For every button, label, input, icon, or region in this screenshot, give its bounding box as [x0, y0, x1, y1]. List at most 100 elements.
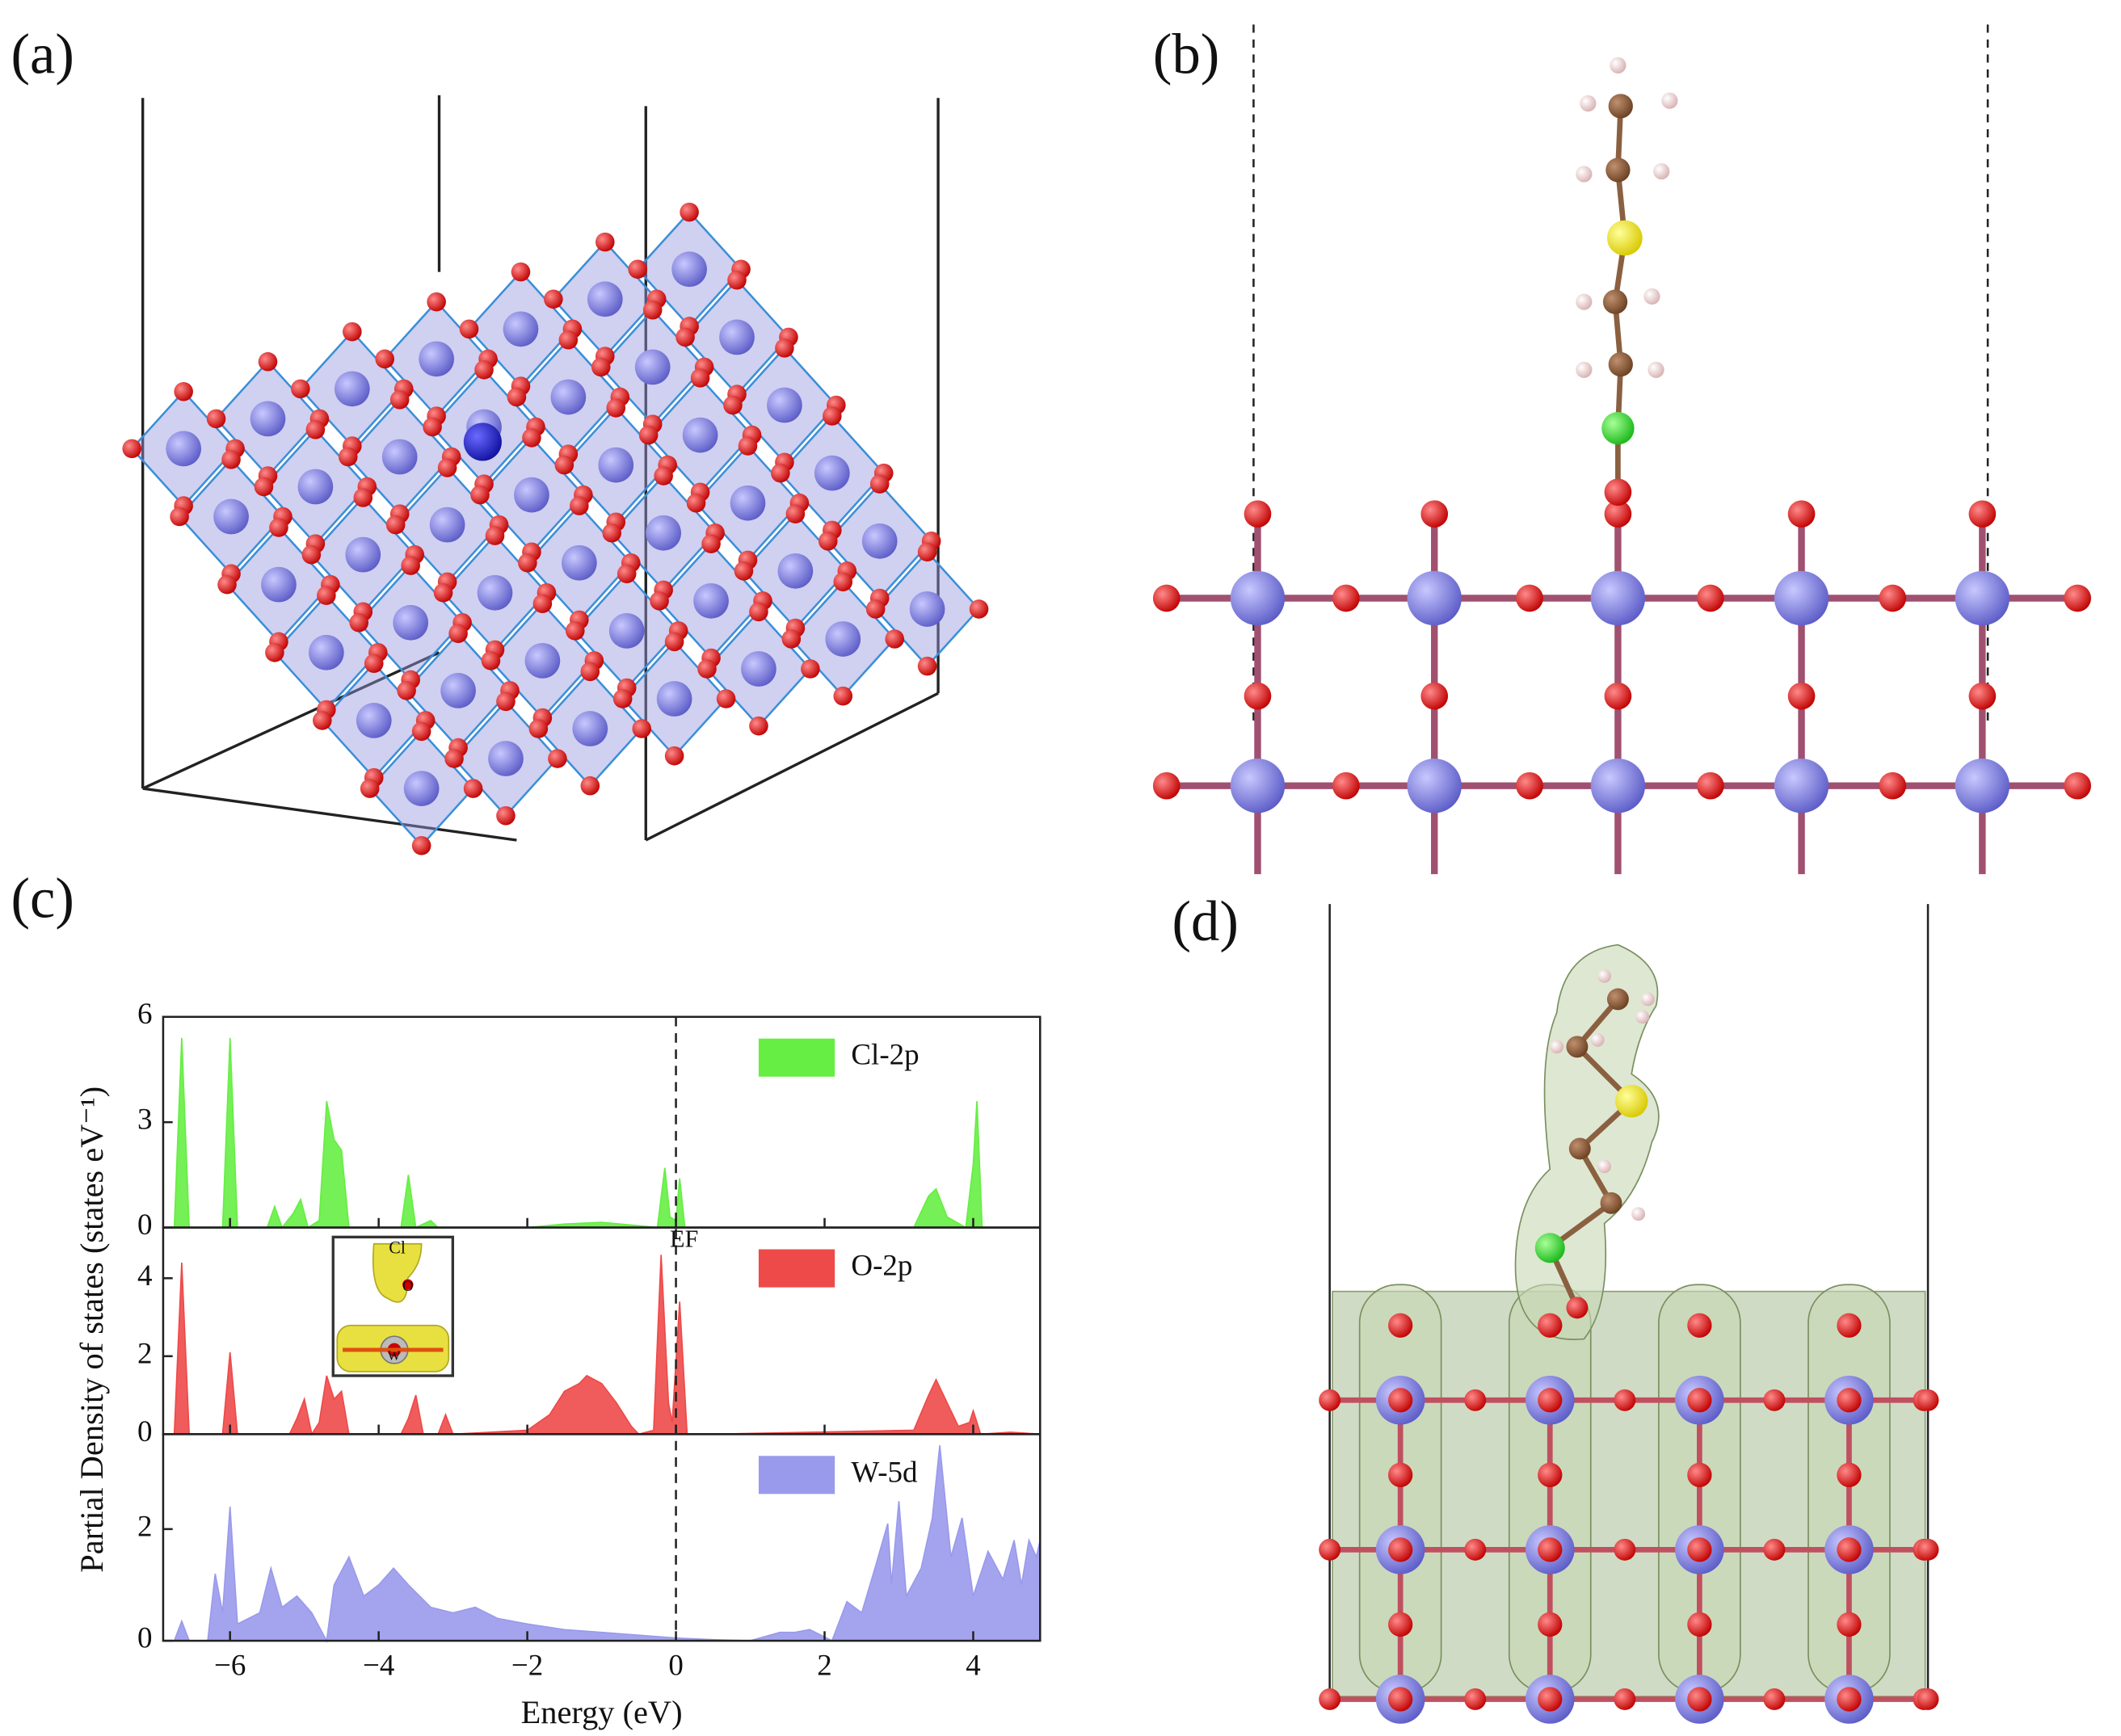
axes-frame [162, 1433, 1042, 1642]
atom [738, 436, 758, 456]
atom [602, 523, 621, 543]
atom [401, 556, 420, 575]
atom [1687, 1612, 1712, 1637]
atom [250, 401, 286, 437]
atom [587, 281, 623, 317]
atom [1968, 500, 1997, 528]
atom [1601, 411, 1635, 445]
atom [524, 643, 561, 679]
atom [550, 379, 587, 415]
atom [403, 771, 440, 806]
atom [343, 322, 362, 342]
pdos-chart: Cl-2p 0 3 6 O-2p 0 2 4 EF Partial Density of stat… [74, 998, 1042, 1730]
atom [823, 406, 842, 426]
atom [833, 686, 853, 706]
inset-label: W [388, 1347, 401, 1363]
atom [532, 594, 553, 613]
atom [734, 561, 754, 581]
atom [1152, 584, 1180, 612]
atom [470, 485, 490, 505]
atom [334, 371, 370, 407]
atom [1319, 1389, 1341, 1411]
atom [749, 602, 768, 622]
atom [1648, 361, 1664, 378]
atom [423, 417, 442, 437]
atom [885, 629, 904, 649]
atom [558, 330, 579, 350]
atom [360, 779, 380, 798]
atom [606, 398, 626, 418]
atom [693, 582, 729, 619]
y-axis-label: Partial Density of states (states eV⁻¹) [74, 1087, 110, 1573]
atom [1420, 682, 1449, 710]
atom [488, 741, 524, 776]
atom [741, 651, 776, 687]
atom [566, 621, 585, 641]
atom [254, 477, 274, 497]
atom [727, 270, 747, 290]
atom [680, 202, 699, 222]
atom [1230, 570, 1286, 626]
atom [632, 719, 652, 738]
atom [381, 439, 418, 475]
atom [1568, 1137, 1591, 1160]
atom [1774, 759, 1829, 813]
atom [1687, 1388, 1712, 1413]
atom [522, 428, 541, 448]
atom [833, 572, 853, 592]
x-tick-label: 4 [966, 1649, 981, 1682]
atom [869, 474, 890, 494]
atom [1608, 351, 1633, 377]
legend-label: W-5d [851, 1456, 918, 1489]
atom [664, 746, 684, 766]
atom [1687, 1537, 1712, 1562]
atom [1388, 1313, 1413, 1338]
atom [1604, 478, 1632, 507]
atom [1661, 92, 1678, 109]
legend-label: Cl-2p [851, 1039, 919, 1072]
atom [1837, 1462, 1862, 1487]
atom [628, 259, 647, 280]
atom [305, 420, 326, 439]
atom [1388, 1687, 1413, 1712]
atom [1230, 759, 1286, 813]
atom [1590, 759, 1646, 813]
panel-label: (c) [11, 867, 74, 930]
atom [1332, 584, 1360, 612]
y-tick-label: 6 [137, 998, 153, 1031]
atom [437, 458, 457, 477]
x-tick-label: 2 [817, 1649, 831, 1682]
atom [518, 553, 537, 573]
atom [861, 523, 898, 559]
atom [265, 643, 284, 662]
atom [1763, 1538, 1786, 1561]
atom [444, 749, 464, 768]
atom [397, 681, 416, 700]
atom [591, 357, 611, 377]
atom [1787, 500, 1816, 528]
atom [433, 582, 453, 603]
atom [801, 659, 820, 679]
atom [686, 493, 706, 513]
atom [206, 409, 226, 429]
atom [642, 300, 663, 320]
annotation: EF [670, 1225, 698, 1252]
atom [1879, 771, 1907, 800]
atom [1763, 1688, 1786, 1710]
atom [174, 381, 193, 401]
atom [917, 542, 937, 562]
atom [448, 624, 468, 644]
atom [1590, 570, 1646, 626]
atom [1879, 584, 1907, 612]
atom [1576, 293, 1593, 310]
atom [485, 526, 505, 545]
atom [664, 632, 684, 652]
atom [427, 292, 446, 312]
atom [572, 711, 608, 746]
y-tick-label: 2 [137, 1337, 153, 1370]
atom [777, 553, 814, 589]
legend-label: O-2p [851, 1250, 912, 1283]
atom [650, 591, 669, 611]
atom [1635, 1010, 1650, 1024]
atom [1388, 1388, 1413, 1413]
